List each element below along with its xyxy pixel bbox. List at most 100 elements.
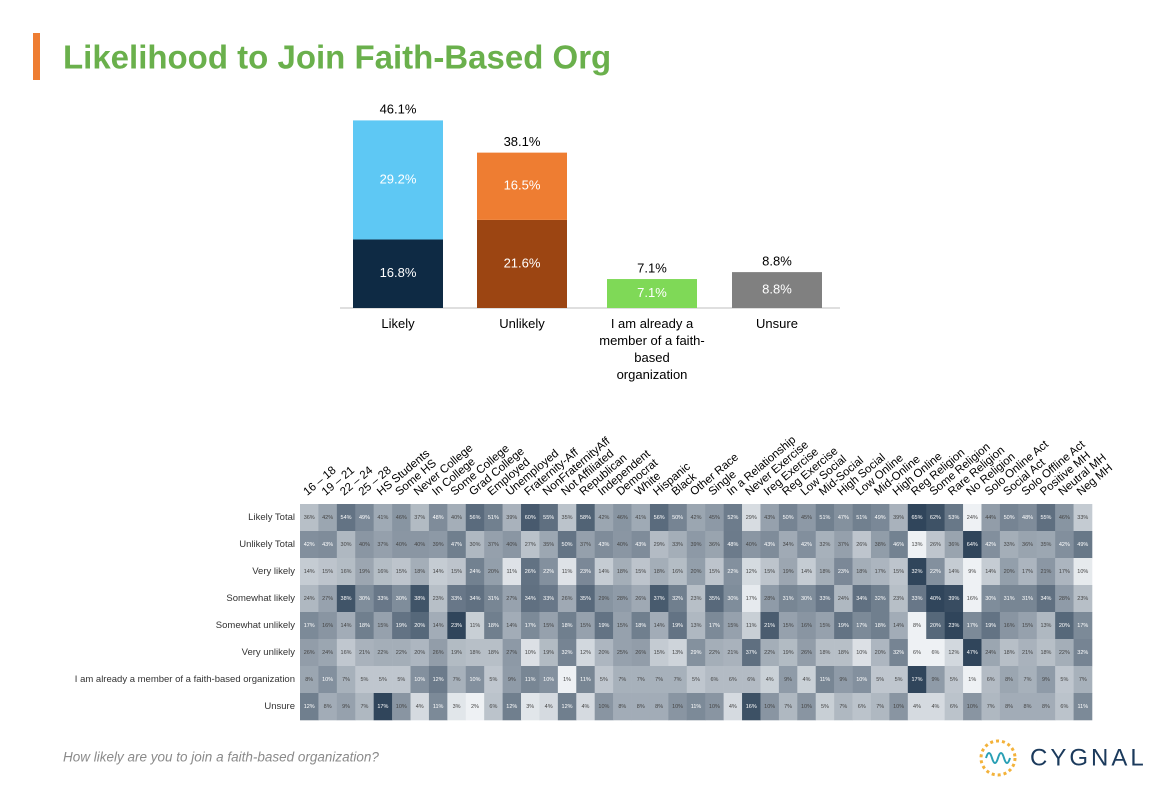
heat-cell [557,504,577,532]
cell-label: 15% [396,569,407,575]
cell-label: 29% [654,542,665,548]
cell-label: 11% [691,704,702,710]
cell-label: 24% [838,596,849,602]
heat-cell [336,693,356,721]
heat-cell [1073,666,1093,694]
cell-label: 7% [987,704,995,710]
heat-cell [944,612,964,640]
cell-label: 5% [950,677,958,683]
cell-label: 34% [469,596,480,602]
cell-label: 54% [341,515,352,521]
cell-label: 39% [948,596,959,602]
heat-cell [742,585,761,613]
heat-cell [631,585,651,613]
cell-label: 27% [322,596,333,602]
heat-cell [834,504,853,532]
cell-label: 9% [931,677,939,683]
cell-label: 15% [580,623,591,629]
cell-label: 16% [801,623,812,629]
heat-cell [815,531,835,559]
heat-cell [300,693,319,721]
cell-label: 26% [856,542,867,548]
heat-cell [502,639,522,667]
cell-label: 22% [764,650,775,656]
heat-cell [355,639,374,667]
cell-label: 21% [1022,650,1033,656]
heat-cell [465,612,485,640]
heat-cell [705,504,724,532]
cell-label: 10% [414,677,425,683]
heat-cell [649,504,669,532]
cell-label: 40% [359,542,370,548]
cell-label: 20% [1059,623,1070,629]
cell-label: 1% [563,677,571,683]
cell-label: 22% [727,569,738,575]
cell-label: 46% [1059,515,1070,521]
cell-label: 15% [709,569,720,575]
cell-label: 17% [525,623,536,629]
heat-cell [355,504,374,532]
cell-label: 20% [1004,569,1015,575]
heat-cell [557,558,577,586]
cell-label: 46% [893,542,904,548]
cell-label: 13% [1040,623,1051,629]
cell-label: 13% [672,650,683,656]
heat-cell [723,504,743,532]
cell-label: 23% [433,596,444,602]
row-label: Somewhat unlikely [216,620,295,631]
cell-label: 23% [893,596,904,602]
cell-label: 33% [1004,542,1015,548]
cell-label: 30% [985,596,996,602]
cell-label: 17% [875,569,886,575]
cell-label: 6% [950,704,958,710]
cell-label: 11% [1077,704,1088,710]
heat-cell [668,504,688,532]
cell-label: 10% [396,704,407,710]
heat-cell [521,585,540,613]
cell-label: 19% [838,623,849,629]
total-label: 8.8% [762,254,792,269]
heat-cell [834,666,853,694]
heat-cell [336,558,356,586]
heat-cell [594,639,614,667]
cell-label: 5% [821,704,829,710]
heat-cell [300,612,319,640]
heat-cell [631,531,651,559]
heat-cell [613,504,632,532]
heat-cell [300,531,319,559]
cell-label: 23% [690,596,701,602]
heat-cell [797,693,817,721]
cell-label: 17% [304,623,315,629]
cell-label: 37% [746,650,757,656]
cell-label: 42% [304,542,315,548]
heat-cell [870,666,890,694]
cell-label: 18% [856,569,867,575]
heat-cell [502,558,522,586]
cell-label: 43% [598,542,609,548]
heat-cell [815,585,835,613]
cell-label: 14% [341,623,352,629]
heat-cell [594,693,614,721]
cell-label: 47% [838,515,849,521]
heat-cell [428,693,448,721]
cell-label: 7% [618,677,626,683]
heat-cell [760,612,780,640]
heat-cell [1073,693,1093,721]
heat-cell [797,639,817,667]
cell-label: 15% [322,569,333,575]
cell-label: 18% [414,569,425,575]
cell-label: 34% [783,542,794,548]
heat-cell [668,558,688,586]
cell-label: 14% [893,623,904,629]
heat-cell [318,639,338,667]
cell-label: 8% [637,704,645,710]
cell-label: 10% [322,677,333,683]
heat-cell [539,531,559,559]
heat-cell [1036,558,1056,586]
cell-label: 12% [948,650,959,656]
heat-cell [392,531,411,559]
heat-cell [447,504,467,532]
cell-label: 40% [746,542,757,548]
heat-cell [907,585,927,613]
cell-label: 11% [433,704,444,710]
